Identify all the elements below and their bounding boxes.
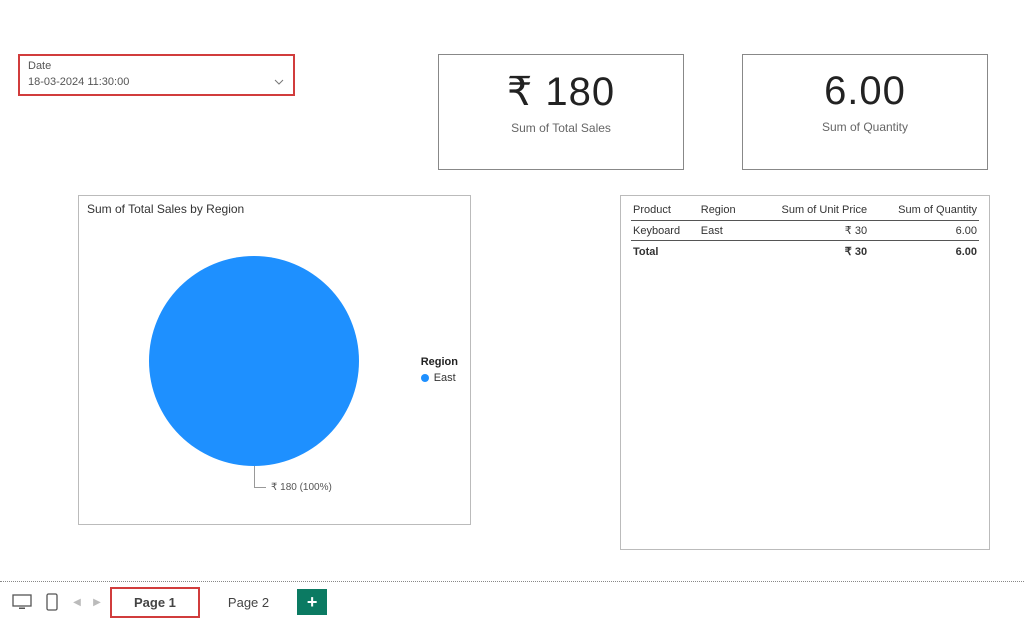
cell-unit-price: ₹ 30 — [750, 221, 869, 241]
pie-data-label: ₹ 180 (100%) — [271, 482, 332, 493]
next-page-arrow-icon[interactable]: ▶ — [90, 593, 104, 611]
add-page-button[interactable]: + — [297, 589, 327, 615]
kpi-quantity-value: 6.00 — [743, 69, 987, 114]
table-row[interactable]: Keyboard East ₹ 30 6.00 — [631, 221, 979, 241]
tab-page-1[interactable]: Page 1 — [110, 587, 200, 618]
col-region[interactable]: Region — [699, 202, 751, 221]
cell-product: Keyboard — [631, 221, 699, 241]
col-quantity[interactable]: Sum of Quantity — [869, 202, 979, 221]
prev-page-arrow-icon[interactable]: ◀ — [70, 593, 84, 611]
cell-region: East — [699, 221, 751, 241]
pie-slice-east — [149, 256, 359, 466]
data-table-card[interactable]: Product Region Sum of Unit Price Sum of … — [620, 195, 990, 550]
pie-legend-item-label: East — [434, 372, 456, 384]
tab-page-2[interactable]: Page 2 — [206, 589, 291, 616]
kpi-card-total-sales[interactable]: ₹ 180 Sum of Total Sales — [438, 54, 684, 170]
pie-leader-line — [254, 466, 266, 488]
col-product[interactable]: Product — [631, 202, 699, 221]
report-canvas: Date 18-03-2024 11:30:00 ₹ 180 Sum of To… — [0, 0, 1024, 580]
total-unit-price: ₹ 30 — [750, 241, 869, 262]
kpi-quantity-caption: Sum of Quantity — [743, 120, 987, 134]
data-table: Product Region Sum of Unit Price Sum of … — [631, 202, 979, 261]
col-unit-price[interactable]: Sum of Unit Price — [750, 202, 869, 221]
total-label: Total — [631, 241, 699, 262]
desktop-view-icon[interactable] — [10, 593, 34, 611]
page-tab-bar: ◀ ▶ Page 1 Page 2 + — [0, 584, 1024, 620]
legend-swatch-icon — [421, 374, 429, 382]
pie-chart-card[interactable]: Sum of Total Sales by Region ₹ 180 (100%… — [78, 195, 471, 525]
table-header-row: Product Region Sum of Unit Price Sum of … — [631, 202, 979, 221]
date-slicer-value: 18-03-2024 11:30:00 — [28, 76, 129, 88]
pie-legend-item-east: East — [421, 372, 458, 384]
date-slicer-dropdown[interactable]: 18-03-2024 11:30:00 — [20, 72, 293, 94]
table-total-row: Total ₹ 30 6.00 — [631, 241, 979, 262]
pie-legend-header: Region — [421, 356, 458, 368]
cell-quantity: 6.00 — [869, 221, 979, 241]
total-quantity: 6.00 — [869, 241, 979, 262]
kpi-card-quantity[interactable]: 6.00 Sum of Quantity — [742, 54, 988, 170]
pie-chart-area: ₹ 180 (100%) Region East — [79, 216, 470, 520]
chevron-down-icon — [273, 76, 285, 88]
pie-chart-title: Sum of Total Sales by Region — [79, 196, 470, 216]
kpi-total-sales-caption: Sum of Total Sales — [439, 121, 683, 135]
date-slicer[interactable]: Date 18-03-2024 11:30:00 — [18, 54, 295, 96]
pie-legend: Region East — [421, 356, 458, 384]
date-slicer-label: Date — [20, 56, 293, 72]
kpi-total-sales-value: ₹ 180 — [439, 69, 683, 115]
mobile-view-icon[interactable] — [40, 593, 64, 611]
canvas-divider — [0, 581, 1024, 582]
